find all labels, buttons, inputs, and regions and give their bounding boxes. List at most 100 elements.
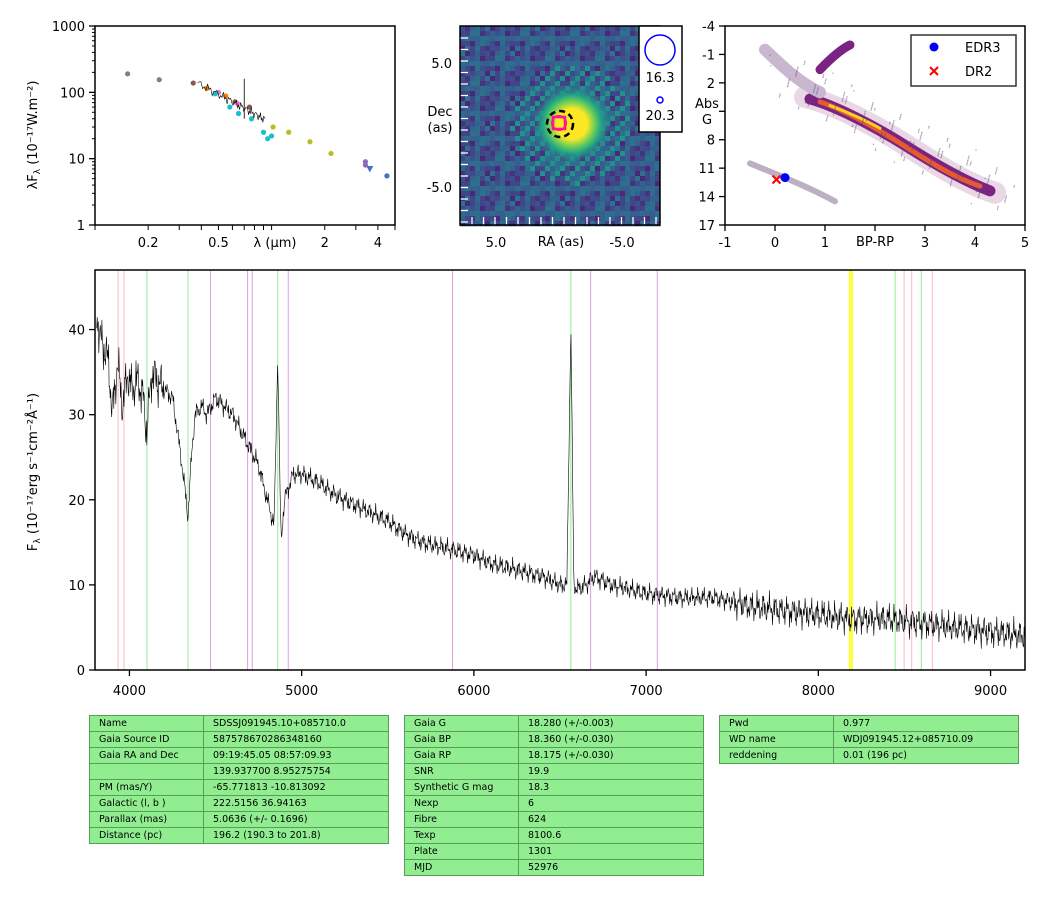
image-pixel: [545, 26, 551, 32]
image-pixel: [595, 71, 601, 77]
table-key: Gaia RA and Dec: [89, 747, 204, 764]
image-pixel: [590, 176, 596, 182]
hr-cloud-dot: [853, 90, 855, 92]
hr-cloud-dot: [911, 149, 913, 151]
image-pixel: [530, 216, 536, 222]
image-pixel: [545, 166, 551, 172]
image-pixel: [465, 31, 471, 37]
hr-cloud-dot: [795, 73, 797, 76]
image-pixel: [625, 76, 631, 82]
image-pixel: [540, 151, 546, 157]
image-pixel: [610, 36, 616, 42]
image-pixel: [560, 161, 566, 167]
image-pixel: [490, 131, 496, 137]
image-pixel: [470, 26, 476, 32]
image-pixel: [595, 51, 601, 57]
image-pixel: [545, 181, 551, 187]
image-pixel: [515, 136, 521, 142]
image-pixel: [525, 221, 531, 227]
image-pixel: [590, 26, 596, 32]
image-pixel: [475, 171, 481, 177]
image-pixel: [530, 191, 536, 197]
image-pixel: [555, 56, 561, 62]
image-pixel: [530, 41, 536, 47]
image-pixel: [475, 81, 481, 87]
hr-cloud-dot: [892, 122, 894, 125]
image-pixel: [525, 141, 531, 147]
image-pixel: [490, 36, 496, 42]
image-pixel: [555, 216, 561, 222]
image-pixel: [480, 146, 486, 152]
image-pixel: [650, 156, 656, 162]
table-row: reddening 0.01 (196 pc): [719, 747, 1019, 764]
hr-cloud-dot: [888, 122, 891, 125]
image-pixel: [615, 206, 621, 212]
image-pixel: [615, 31, 621, 37]
image-pixel: [640, 201, 646, 207]
image-pixel: [600, 211, 606, 217]
hr-cloud-dot: [932, 167, 934, 169]
image-pixel: [505, 111, 511, 117]
image-pixel: [475, 156, 481, 162]
image-pixel: [495, 106, 501, 112]
image-pixel: [625, 41, 631, 47]
image-pixel: [520, 61, 526, 67]
hr-cloud-dot: [826, 115, 829, 117]
image-pixel: [500, 161, 506, 167]
image-pixel: [500, 56, 506, 62]
image-pixel: [465, 71, 471, 77]
image-pixel: [590, 201, 596, 207]
image-pixel: [585, 66, 591, 72]
image-pixel: [510, 131, 516, 137]
image-pixel: [475, 121, 481, 127]
table-key: SNR: [404, 763, 519, 780]
image-pixel: [490, 41, 496, 47]
image-pixel: [540, 206, 546, 212]
image-pixel: [655, 211, 661, 217]
image-pixel: [535, 156, 541, 162]
hr-cloud-dot: [987, 179, 990, 181]
image-pixel: [535, 76, 541, 82]
image-pixel: [590, 161, 596, 167]
image-pixel: [640, 176, 646, 182]
hr-cloud-dot: [941, 150, 944, 153]
image-pixel: [630, 86, 636, 92]
image-pixel: [590, 71, 596, 77]
image-pixel: [480, 156, 486, 162]
hr-cloud-dot: [957, 176, 959, 178]
image-pixel: [510, 46, 516, 52]
image-pixel: [490, 31, 496, 37]
table-key: WD name: [719, 731, 834, 748]
image-pixel: [555, 181, 561, 187]
hr-cloud-dot: [929, 165, 931, 168]
hr-cloud-dot: [883, 134, 886, 137]
image-pixel: [470, 81, 476, 87]
image-pixel: [500, 196, 506, 202]
image-pixel: [550, 171, 556, 177]
hr-cloud-dot: [908, 145, 911, 147]
image-pixel: [540, 201, 546, 207]
legend-large-circle: [644, 34, 676, 66]
image-pixel: [620, 116, 626, 122]
image-pixel: [590, 46, 596, 52]
image-pixel: [570, 61, 576, 67]
image-pixel: [500, 151, 506, 157]
hr-cloud-dot: [834, 105, 837, 107]
image-pixel: [540, 156, 546, 162]
image-pixel: [540, 76, 546, 82]
image-pixel: [485, 201, 491, 207]
image-pixel: [530, 96, 536, 102]
image-pixel: [570, 171, 576, 177]
image-pixel: [460, 106, 466, 112]
image-pixel: [525, 111, 531, 117]
image-pixel: [495, 86, 501, 92]
image-pixel: [465, 121, 471, 127]
image-pixel: [475, 196, 481, 202]
image-pixel: [630, 76, 636, 82]
image-pixel: [570, 166, 576, 172]
image-pixel: [485, 141, 491, 147]
image-pixel: [480, 81, 486, 87]
hr-legend: [910, 34, 1017, 87]
image-pixel: [635, 31, 641, 37]
image-pixel: [550, 206, 556, 212]
